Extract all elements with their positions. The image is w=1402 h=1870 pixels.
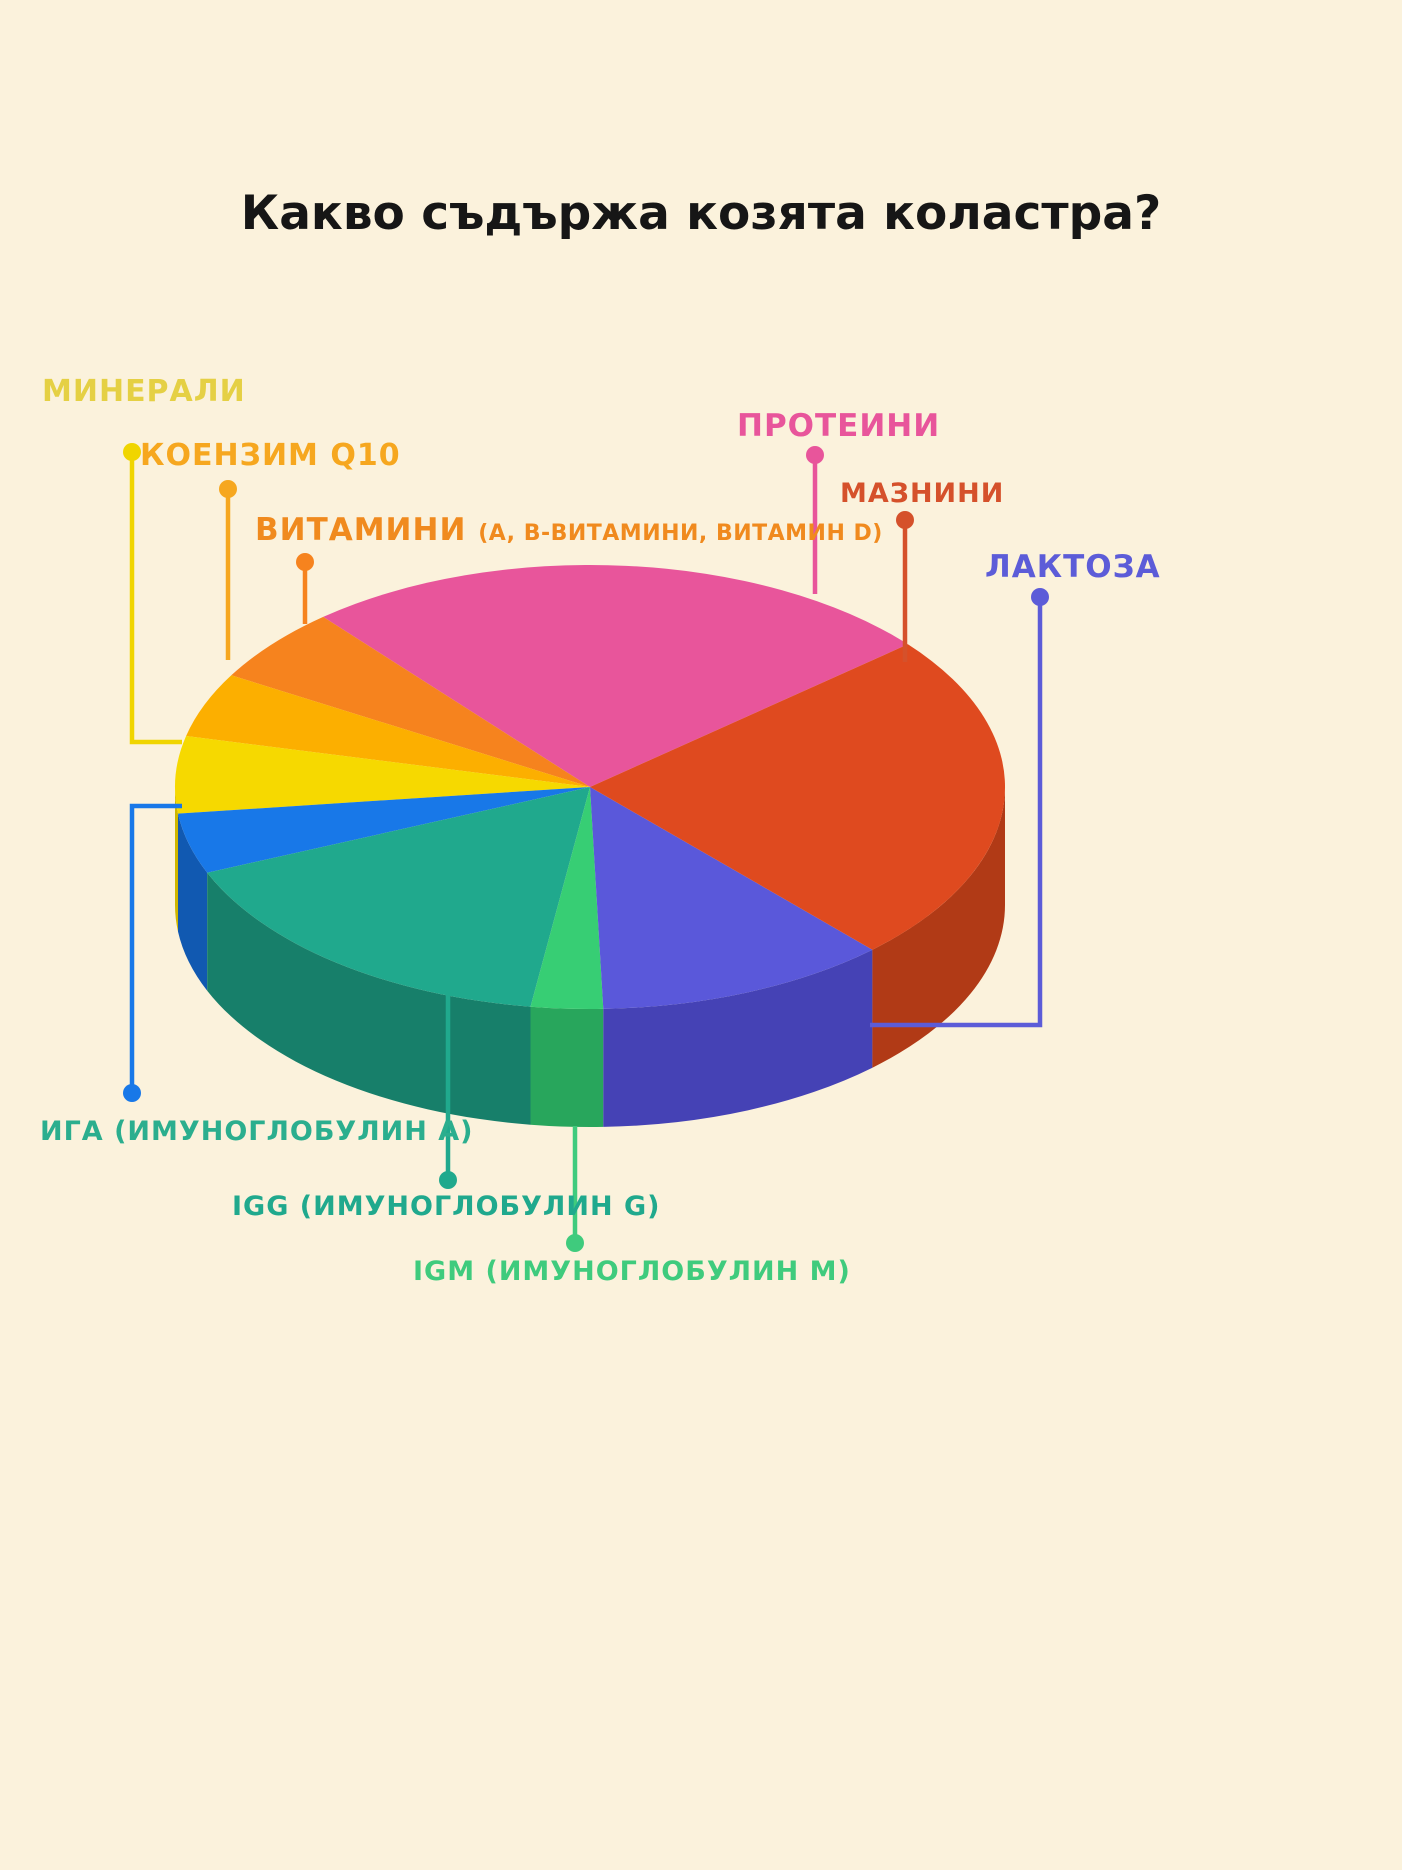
pie-wall-igm [530, 1006, 604, 1128]
label-igm-main: (ИМУНОГЛОБУЛИН М) [485, 1256, 851, 1287]
pie-wall-laktoza [603, 949, 873, 1127]
label-vitamini-main: ВИТАМИНИ [255, 512, 479, 548]
label-igm-prefix: IGM [413, 1256, 486, 1287]
label-igm: IGM (ИМУНОГЛОБУЛИН М) [413, 1256, 851, 1287]
pie-wall-iga [178, 813, 208, 991]
label-maznini: МАЗНИНИ [840, 478, 1004, 509]
label-igg-main: (ИМУНОГЛОБУЛИН G) [299, 1191, 661, 1222]
pie-slice-laktoza [590, 787, 873, 1009]
callout-dot-vitamini [296, 553, 314, 571]
callout-line-iga [129, 803, 182, 1093]
pie-slice-igg [207, 787, 590, 1007]
callout-line-minerali [129, 452, 182, 745]
pie-wall-minerali [175, 787, 178, 932]
label-proteini: ПРОТЕИНИ [737, 408, 940, 444]
callout-dot-koenzim [219, 480, 237, 498]
label-laktoza-main: ЛАКТОЗА [985, 549, 1161, 585]
pie-slice-minerali [175, 736, 590, 814]
label-vitamini: ВИТАМИНИ (A, B-ВИТАМИНИ, ВИТАМИН D) [255, 512, 883, 548]
page-title: Какво съдържа козята коластра? [240, 186, 1162, 241]
pie-wall-maznini [872, 787, 1005, 1068]
pie-slice-maznini [590, 644, 1006, 950]
callout-dot-minerali [123, 443, 141, 461]
label-proteini-main: ПРОТЕИНИ [737, 408, 941, 444]
pie-slice-koenzim [186, 675, 590, 787]
callout-dot-iga [123, 1084, 141, 1102]
label-igg-prefix: IGG [232, 1191, 300, 1222]
callout-dot-maznini [896, 511, 914, 529]
pie-slice-vitamini [231, 616, 591, 787]
pie-slice-proteini [323, 564, 908, 787]
label-koenzim-main: КОЕНЗИМ [140, 438, 331, 473]
label-maznini-main: МАЗНИНИ [840, 478, 1005, 509]
label-minerali: МИНЕРАЛИ [42, 374, 246, 409]
callout-dot-laktoza [1031, 588, 1049, 606]
label-minerali-main: МИНЕРАЛИ [42, 374, 246, 409]
label-igg: IGG (ИМУНОГЛОБУЛИН G) [232, 1191, 660, 1222]
callout-line-laktoza [870, 597, 1043, 1028]
callout-dot-igm [566, 1234, 584, 1252]
label-iga-main: ИГА (ИМУНОГЛОБУЛИН А) [40, 1116, 474, 1147]
label-koenzim: КОЕНЗИМ Q10 [140, 438, 401, 473]
label-koenzim-suffix: Q10 [330, 438, 401, 473]
label-iga: ИГА (ИМУНОГЛОБУЛИН А) [40, 1116, 474, 1147]
label-vitamini-detail: (A, B-ВИТАМИНИ, ВИТАМИН D) [478, 521, 883, 546]
callout-dot-igg [439, 1171, 457, 1189]
pie-slice-igm [530, 787, 604, 1010]
label-laktoza: ЛАКТОЗА [985, 549, 1161, 585]
pie-slice-iga [178, 787, 590, 873]
callout-dot-proteini [806, 446, 824, 464]
